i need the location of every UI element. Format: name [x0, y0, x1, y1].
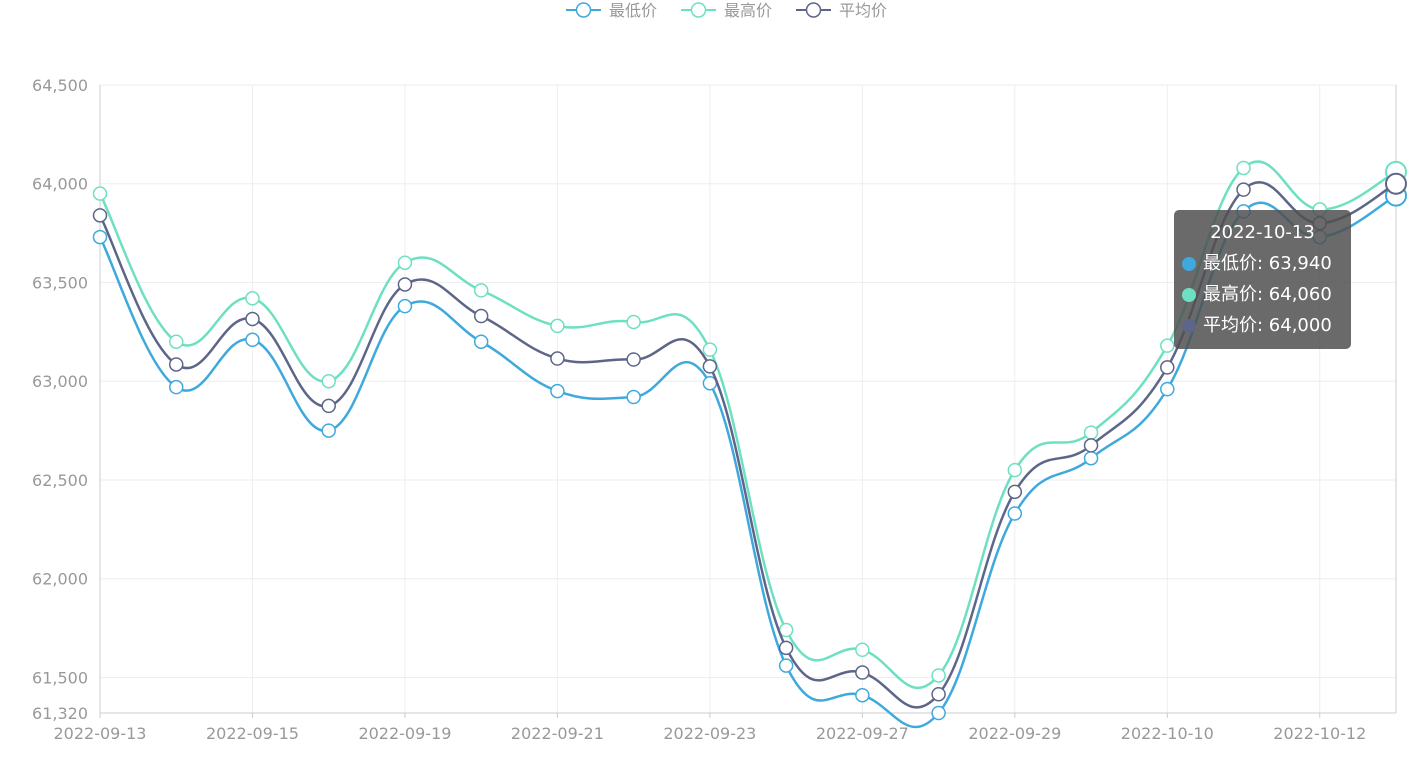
- data-point-avg: [321, 398, 336, 414]
- data-point-avg: [1083, 438, 1099, 453]
- series-line-max: [98, 160, 1397, 690]
- data-point-min: [92, 229, 108, 245]
- tooltip-row-max: 最高价: 64,060: [1182, 279, 1343, 310]
- axes: 61,320 61,500 62,000 62,500 63,000 63,500 64,0…: [32, 76, 1396, 743]
- data-point-avg: [778, 640, 794, 656]
- legend-marker: [805, 2, 822, 18]
- tooltip-dot-max: [1182, 287, 1196, 302]
- tooltip-label-avg: 平均价: 64,000: [1203, 315, 1332, 336]
- data-point-max: [321, 373, 336, 389]
- data-point-min: [1160, 381, 1175, 397]
- data-point-min: [473, 334, 489, 349]
- data-point-min: [168, 379, 184, 395]
- data-point-min: [855, 687, 870, 703]
- grid: [100, 84, 1397, 713]
- data-point-min: [778, 658, 794, 673]
- data-point-avg: [473, 308, 489, 324]
- x-tick-label: 2022-10-12: [1273, 724, 1366, 743]
- x-tick-label: 2022-09-23: [663, 724, 756, 743]
- data-point-min: [550, 383, 565, 399]
- data-point-max: [397, 255, 413, 270]
- series-line-avg: [98, 180, 1397, 709]
- data-point-avg: [626, 352, 641, 367]
- data-point-min: [245, 332, 260, 348]
- y-tick-label: 62,000: [32, 570, 88, 589]
- tooltip-dot-avg: [1182, 318, 1196, 333]
- legend-item-max[interactable]: 最高价: [681, 1, 772, 20]
- data-point-min: [931, 705, 946, 721]
- data-point-min: [1083, 450, 1099, 466]
- data-point-max: [702, 342, 718, 357]
- tooltip-title: 2022-10-13: [1210, 222, 1315, 243]
- series-avg: [92, 172, 1407, 709]
- y-tick-label: 63,500: [32, 273, 88, 292]
- data-point-avg: [92, 208, 108, 223]
- y-tick-label: 63,000: [32, 372, 88, 391]
- data-point-max: [1236, 160, 1251, 176]
- y-tick-label: 61,320: [32, 704, 88, 723]
- data-point-avg: [1160, 360, 1175, 375]
- data-point-max: [550, 318, 565, 334]
- x-tick-label: 2022-09-13: [54, 724, 147, 743]
- tooltip-row-avg: 平均价: 64,000: [1182, 310, 1343, 341]
- data-point-max: [855, 642, 870, 658]
- x-tick-label: 2022-09-27: [816, 724, 909, 743]
- data-point-max: [1007, 462, 1023, 478]
- x-tick-label: 2022-09-15: [206, 724, 299, 743]
- y-tick-label: 64,000: [32, 175, 88, 194]
- data-point-avg: [1236, 182, 1251, 197]
- data-point-min: [626, 389, 641, 405]
- data-point-max: [245, 291, 260, 306]
- data-point-max: [626, 314, 641, 330]
- data-point-min: [321, 423, 336, 438]
- legend-item-min[interactable]: 最低价: [566, 1, 657, 20]
- legend-label: 最低价: [609, 1, 657, 20]
- data-point-max: [168, 334, 184, 349]
- data-point-max: [1160, 338, 1175, 353]
- legend-item-avg[interactable]: 平均价: [796, 1, 887, 20]
- legend-label: 最高价: [724, 1, 772, 20]
- data-point-avg: [1007, 484, 1023, 500]
- data-point-avg: [397, 277, 413, 292]
- data-point-avg: [245, 311, 260, 327]
- x-tick-label: 2022-09-29: [968, 724, 1061, 743]
- tooltip-row-min: 最低价: 63,940: [1182, 248, 1343, 279]
- data-point-avg: [931, 686, 946, 702]
- legend-marker: [690, 2, 707, 18]
- tooltip-label-min: 最低价: 63,940: [1203, 253, 1332, 274]
- x-tick-label: 2022-09-19: [358, 724, 451, 743]
- data-point-max: [92, 186, 108, 201]
- data-point-avg: [855, 665, 870, 680]
- legend-marker: [575, 2, 592, 18]
- data-point-avg: [702, 359, 718, 374]
- tooltip: 2022-10-13 最低价: 63,940 最高价: 64,060 平均价: …: [1174, 210, 1351, 349]
- data-point-avg: [168, 357, 184, 372]
- data-point-avg: [550, 351, 565, 366]
- tooltip-dot-min: [1182, 256, 1196, 271]
- data-point-min: [1007, 506, 1023, 521]
- y-tick-label: 64,500: [32, 76, 88, 95]
- data-point-min: [397, 298, 413, 314]
- y-tick-label: 62,500: [32, 471, 88, 490]
- data-point-max: [931, 668, 946, 683]
- tooltip-label-max: 最高价: 64,060: [1203, 284, 1332, 305]
- x-tick-label: 2022-10-10: [1121, 724, 1214, 743]
- legend[interactable]: 最低价 最高价 平均价: [566, 1, 887, 20]
- y-tick-label: 61,500: [32, 668, 88, 687]
- data-point-max: [1083, 425, 1099, 440]
- x-tick-label: 2022-09-21: [511, 724, 604, 743]
- data-point-max: [473, 283, 489, 298]
- data-point-avg: [1385, 172, 1407, 195]
- series-line-min: [98, 194, 1397, 729]
- legend-label: 平均价: [839, 1, 887, 20]
